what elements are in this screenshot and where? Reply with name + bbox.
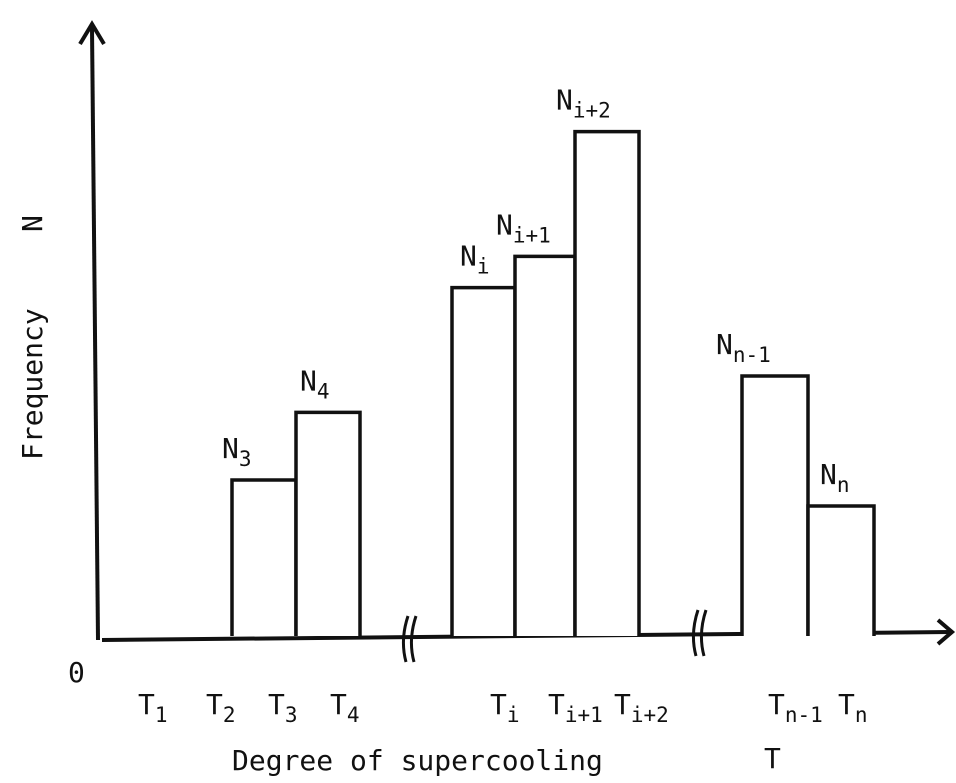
tick-label-n-1: Tn-1 bbox=[768, 688, 823, 727]
tick-label-n: Tn bbox=[838, 688, 868, 727]
bar-3 bbox=[230, 478, 298, 636]
y-axis-symbol: N bbox=[16, 215, 49, 232]
bar-label-n-1: Nn-1 bbox=[716, 328, 771, 367]
tick-label-i: Ti bbox=[490, 688, 520, 727]
x-axis-symbol: T bbox=[764, 742, 781, 775]
tick-label-1: T1 bbox=[138, 688, 168, 727]
tick-label-i+1: Ti+1 bbox=[548, 688, 603, 727]
bar-i bbox=[450, 285, 517, 636]
tick-label-3: T3 bbox=[268, 688, 298, 727]
bars-group bbox=[230, 129, 876, 636]
x-axis-label: Degree of supercooling bbox=[232, 744, 603, 777]
bar-label-i: Ni bbox=[460, 240, 490, 279]
tick-labels-group: T1 T2 T3 T4 Ti Ti+1 Ti+2 Tn-1 Tn bbox=[138, 688, 868, 727]
y-axis-line bbox=[90, 27, 100, 641]
y-axis-title: Frequency N bbox=[16, 215, 49, 460]
tick-label-2: T2 bbox=[206, 688, 236, 727]
bar-4 bbox=[294, 410, 362, 636]
bar-label-3: N3 bbox=[222, 432, 252, 471]
bar-n bbox=[806, 504, 876, 636]
y-axis-label: Frequency bbox=[16, 308, 49, 460]
bar-label-n: Nn bbox=[820, 458, 850, 497]
bar-n-1 bbox=[740, 374, 810, 636]
axis-break-1 bbox=[401, 615, 418, 663]
axis-break-2 bbox=[691, 609, 708, 657]
origin-label: 0 bbox=[68, 656, 85, 689]
bar-i+1 bbox=[513, 254, 577, 636]
y-axis-arrow bbox=[78, 20, 106, 46]
tick-label-4: T4 bbox=[330, 688, 360, 727]
x-axis-arrow bbox=[936, 618, 956, 646]
bar-label-4: N4 bbox=[300, 364, 330, 403]
tick-label-i+2: Ti+2 bbox=[614, 688, 669, 727]
bar-i+2 bbox=[573, 129, 641, 636]
bar-label-i+1: Ni+1 bbox=[496, 208, 551, 247]
bar-label-i+2: Ni+2 bbox=[556, 84, 611, 123]
